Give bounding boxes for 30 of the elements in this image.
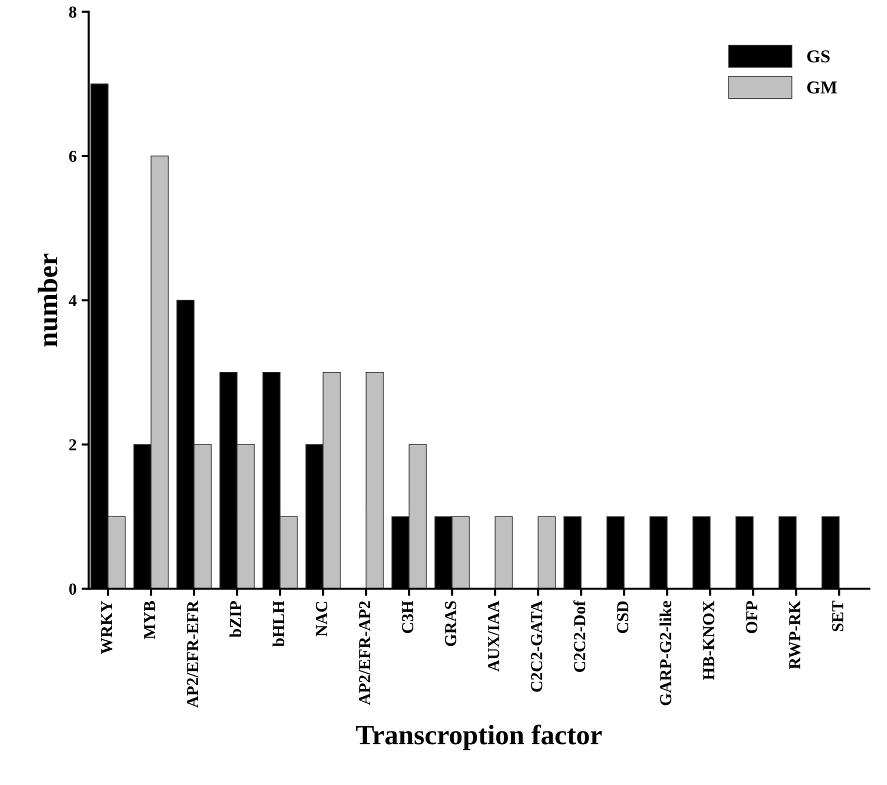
x-tick-label: AP2/EFR-AP2 — [359, 601, 370, 706]
x-tick-label: AUX/IAA — [488, 600, 500, 672]
legend-label: GM — [807, 81, 837, 94]
x-tick-label: bHLH — [272, 600, 284, 647]
x-tick-label: WRKY — [101, 600, 112, 654]
y-tick-label: 0 — [69, 583, 76, 595]
bar — [366, 372, 384, 589]
x-tick-label: C3H — [402, 600, 414, 634]
x-tick-label: bZIP — [230, 601, 242, 638]
y-tick-label: 6 — [69, 150, 76, 162]
x-tick-label: RWP-RK — [789, 600, 800, 670]
bar — [538, 516, 556, 589]
legend-label: GS — [807, 50, 830, 62]
x-tick-label: C2C2-Dof — [573, 600, 586, 672]
x-tick-label: HB-KNOX — [703, 600, 714, 680]
x-tick-label: C2C2-GATA — [531, 600, 542, 692]
x-tick-label: OFP — [746, 601, 758, 634]
y-tick-label: 4 — [68, 295, 77, 306]
bar — [494, 516, 513, 589]
x-tick-label: NAC — [316, 602, 328, 636]
x-tick-label: CSD — [617, 601, 628, 634]
y-tick-label: 8 — [69, 6, 76, 18]
y-tick-label: 2 — [69, 439, 76, 450]
x-tick-label: AP2/EFR-EFR — [187, 600, 198, 708]
x-tick-label: GRAS — [445, 601, 456, 646]
x-tick-label: MYB — [144, 601, 156, 640]
x-tick-label: SET — [832, 600, 844, 632]
y-axis-title: number — [38, 254, 58, 347]
x-tick-label: GARP-G2-like — [660, 600, 672, 706]
x-axis-title: Transcroption factor — [356, 724, 602, 750]
